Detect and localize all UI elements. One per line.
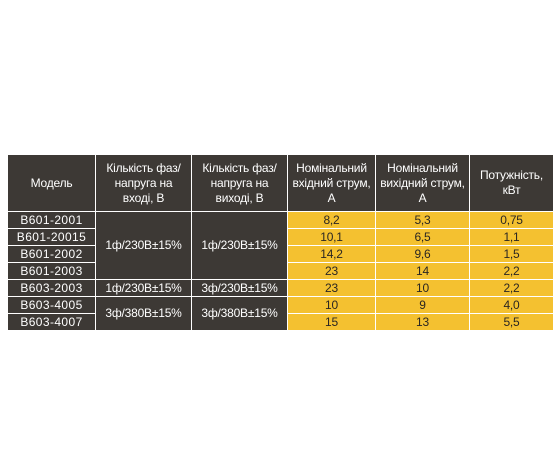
model-cell: B601-2001	[7, 211, 96, 229]
model-cell: B601-2002	[7, 245, 96, 263]
power-cell: 1,1	[469, 228, 554, 246]
current-output-cell: 14	[375, 262, 470, 280]
table-body: B601-2001 1ф/230В±15% 1ф/230В±15% 8,2 5,…	[7, 211, 554, 331]
header-model: Модель	[7, 154, 96, 212]
current-output-cell: 9,6	[375, 245, 470, 263]
current-output-cell: 10	[375, 279, 470, 297]
group2-output-cell: 3ф/230В±15%	[191, 279, 288, 297]
power-cell: 0,75	[469, 211, 554, 229]
model-cell: B603-4005	[7, 296, 96, 314]
group1-input-cell: 1ф/230В±15%	[95, 211, 192, 280]
current-input-cell: 10,1	[287, 228, 376, 246]
power-cell: 2,2	[469, 279, 554, 297]
current-input-cell: 23	[287, 262, 376, 280]
current-output-cell: 5,3	[375, 211, 470, 229]
header-power: Потужність, кВт	[469, 154, 554, 212]
current-input-cell: 23	[287, 279, 376, 297]
group1-output-cell: 1ф/230В±15%	[191, 211, 288, 280]
table-row: B601-2001 1ф/230В±15% 1ф/230В±15% 8,2 5,…	[7, 211, 554, 280]
table-row: B601-2003 23 14 2,2	[7, 262, 554, 280]
group3-output-cell: 3ф/380В±15%	[191, 296, 288, 331]
power-cell: 5,5	[469, 313, 554, 331]
table-row: B603-2003 1ф/230В±15% 3ф/230В±15% 23 10 …	[7, 279, 554, 297]
header-current-output: Номінальний вихідний струм, А	[375, 154, 470, 212]
table-row: B603-4007 15 13 5,5	[7, 313, 554, 331]
header-row: Модель Кількість фаз/напруга на вході, В…	[7, 154, 554, 212]
table-row: B601-20015 10,1 6,5 1,1	[7, 228, 554, 246]
current-input-cell: 8,2	[287, 211, 376, 229]
current-input-cell: 15	[287, 313, 376, 331]
header-phases-output: Кількість фаз/напруга на виході, В	[191, 154, 288, 212]
model-cell: B603-2003	[7, 279, 96, 297]
header-phases-input: Кількість фаз/напруга на вході, В	[95, 154, 192, 212]
group2-input-cell: 1ф/230В±15%	[95, 279, 192, 297]
current-output-cell: 9	[375, 296, 470, 314]
specifications-table: Модель Кількість фаз/напруга на вході, В…	[7, 154, 554, 331]
current-input-cell: 10	[287, 296, 376, 314]
model-cell: B603-4007	[7, 313, 96, 331]
table-header: Модель Кількість фаз/напруга на вході, В…	[7, 154, 554, 212]
table-row: B603-4005 3ф/380В±15% 3ф/380В±15% 10 9 4…	[7, 296, 554, 331]
power-cell: 4,0	[469, 296, 554, 314]
current-output-cell: 6,5	[375, 228, 470, 246]
current-output-cell: 13	[375, 313, 470, 331]
power-cell: 1,5	[469, 245, 554, 263]
model-cell: B601-20015	[7, 228, 96, 246]
model-cell: B601-2003	[7, 262, 96, 280]
group3-input-cell: 3ф/380В±15%	[95, 296, 192, 331]
current-input-cell: 14,2	[287, 245, 376, 263]
power-cell: 2,2	[469, 262, 554, 280]
header-current-input: Номінальний вхідний струм, А	[287, 154, 376, 212]
